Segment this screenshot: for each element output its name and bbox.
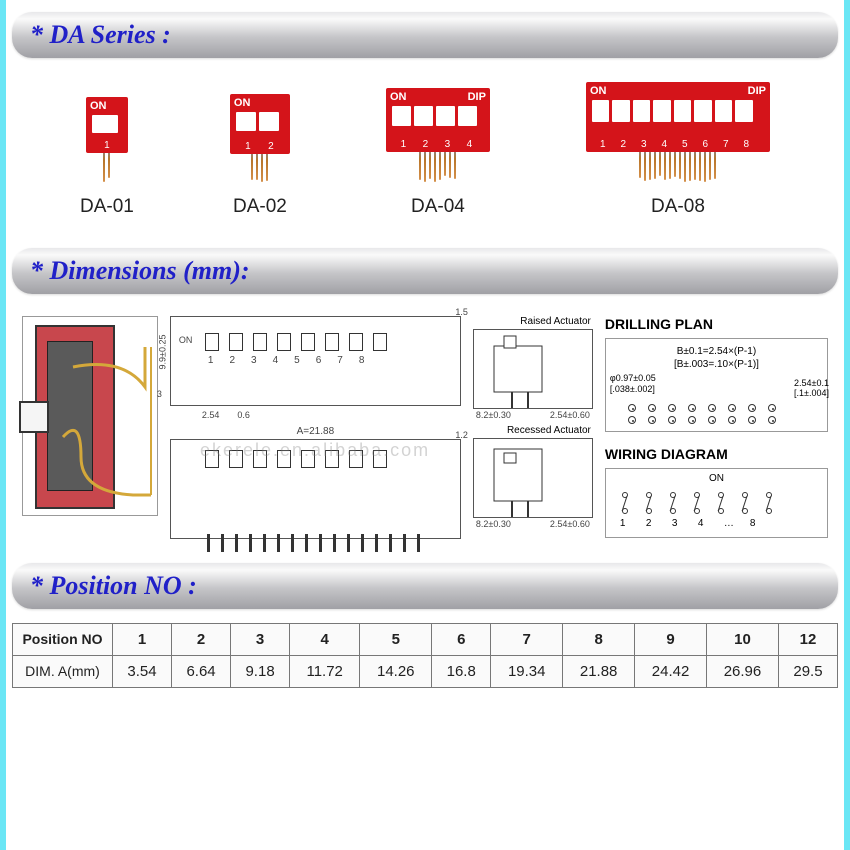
- cross-section-diagram: [22, 316, 158, 516]
- dim-h2: 3: [157, 389, 162, 399]
- dimension-drawing: ON 12345678 9.9±0.25 3 1.5 2.54 0.6 A=21…: [170, 316, 461, 539]
- drilling-wiring: DRILLING PLAN B±0.1=2.54×(P-1) [B±.003=.…: [605, 316, 828, 538]
- formula1: B±0.1=2.54×(P-1): [610, 345, 823, 358]
- dim-side2: 2.54±0.60: [550, 410, 590, 420]
- wiring-on: ON: [610, 473, 823, 484]
- dim-pinw: 0.6: [237, 410, 250, 420]
- dim-side1b: 8.2±0.30: [476, 519, 511, 529]
- dim-top: 1.5: [455, 307, 468, 317]
- formula2: [B±.003=.10×(P-1)]: [610, 358, 823, 371]
- wire-icon: [23, 317, 163, 517]
- dim-side2b: 2.54±0.60: [550, 519, 590, 529]
- on-label: ON: [179, 335, 193, 345]
- dim-top2: 1.2: [455, 430, 468, 440]
- dim-h1: 9.9±0.25: [157, 334, 167, 369]
- dim-pitch: 2.54: [202, 410, 220, 420]
- row-pitch2: [.1±.004]: [794, 388, 829, 398]
- row-pitch: 2.54±0.1: [794, 378, 829, 388]
- dim-side1: 8.2±0.30: [476, 410, 511, 420]
- dim-a: A=21.88: [170, 426, 461, 437]
- hole1: φ0.97±0.05: [610, 373, 656, 383]
- hole2: [.038±.002]: [610, 384, 655, 394]
